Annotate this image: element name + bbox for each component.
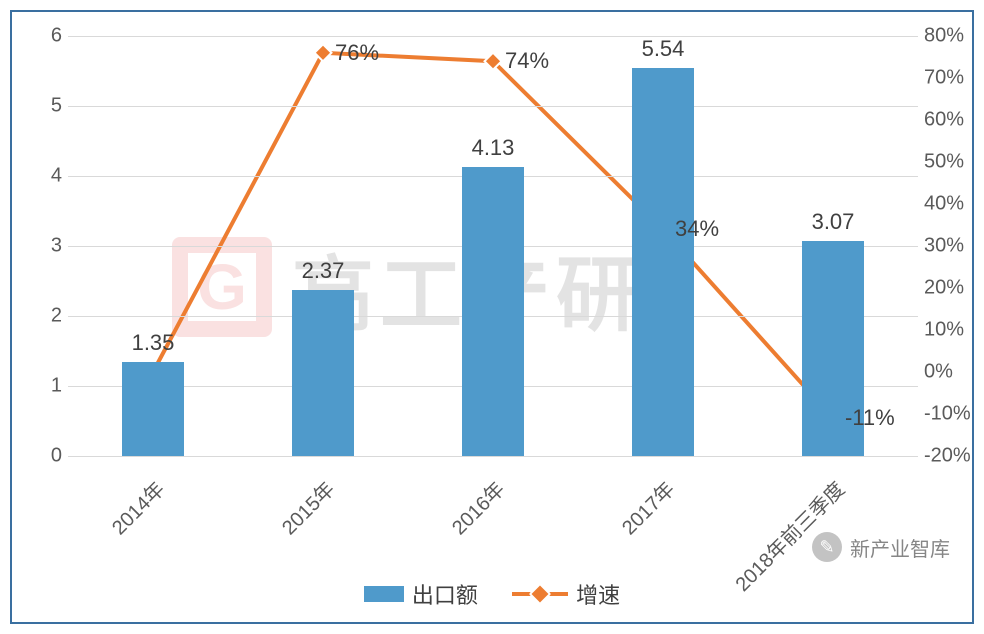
- y-left-tick: 3: [28, 235, 62, 258]
- y-right-tick: 70%: [924, 67, 980, 90]
- bar-value-label: 5.54: [642, 36, 685, 62]
- x-tick-label: 2017年: [613, 474, 679, 540]
- y-left-tick: 2: [28, 305, 62, 328]
- y-left-tick: 1: [28, 375, 62, 398]
- legend-bar-label: 出口额: [412, 578, 478, 610]
- chart-container: G 高工产研 0123456-20%-10%0%10%20%30%40%50%6…: [10, 10, 974, 624]
- line-value-label: 34%: [675, 216, 719, 242]
- bar-value-label: 2.37: [302, 258, 345, 284]
- y-right-tick: 40%: [924, 193, 980, 216]
- bar: [122, 362, 183, 457]
- y-right-tick: 10%: [924, 319, 980, 342]
- x-tick-label: 2016年: [443, 474, 509, 540]
- y-right-tick: 60%: [924, 109, 980, 132]
- legend: 出口额 增速: [12, 578, 972, 610]
- y-left-tick: 5: [28, 95, 62, 118]
- line-value-label: -11%: [845, 405, 895, 431]
- bar: [462, 167, 523, 456]
- bar: [292, 290, 353, 456]
- x-tick-label: 2014年: [103, 474, 169, 540]
- bar-value-label: 1.35: [132, 330, 175, 356]
- y-left-tick: 0: [28, 445, 62, 468]
- bar: [632, 68, 693, 456]
- y-right-tick: 50%: [924, 151, 980, 174]
- y-right-tick: 30%: [924, 235, 980, 258]
- bar-value-label: 4.13: [472, 135, 515, 161]
- grid-line: [68, 456, 918, 457]
- plot-area: 0123456-20%-10%0%10%20%30%40%50%60%70%80…: [68, 36, 918, 456]
- line-marker: [315, 44, 332, 61]
- line-value-label: 76%: [335, 40, 379, 66]
- legend-item-bars: 出口额: [364, 578, 478, 610]
- y-left-tick: 4: [28, 165, 62, 188]
- source-text: 新产业智库: [850, 533, 950, 562]
- x-tick-label: 2015年: [273, 474, 339, 540]
- grid-line: [68, 106, 918, 107]
- source-icon: ✎: [812, 532, 842, 562]
- y-right-tick: 80%: [924, 25, 980, 48]
- legend-line-swatch: [512, 586, 568, 602]
- x-axis-labels: 2014年2015年2016年2017年2018年前三季度: [68, 462, 918, 582]
- grid-line: [68, 36, 918, 37]
- y-right-tick: 20%: [924, 277, 980, 300]
- y-right-tick: 0%: [924, 361, 980, 384]
- source-badge: ✎ 新产业智库: [812, 532, 950, 562]
- y-right-tick: -10%: [924, 403, 980, 426]
- y-right-tick: -20%: [924, 445, 980, 468]
- legend-item-line: 增速: [512, 578, 620, 610]
- line-value-label: 74%: [505, 48, 549, 74]
- legend-bar-swatch: [364, 586, 404, 602]
- y-left-tick: 6: [28, 25, 62, 48]
- bar-value-label: 3.07: [812, 209, 855, 235]
- legend-line-label: 增速: [576, 578, 620, 610]
